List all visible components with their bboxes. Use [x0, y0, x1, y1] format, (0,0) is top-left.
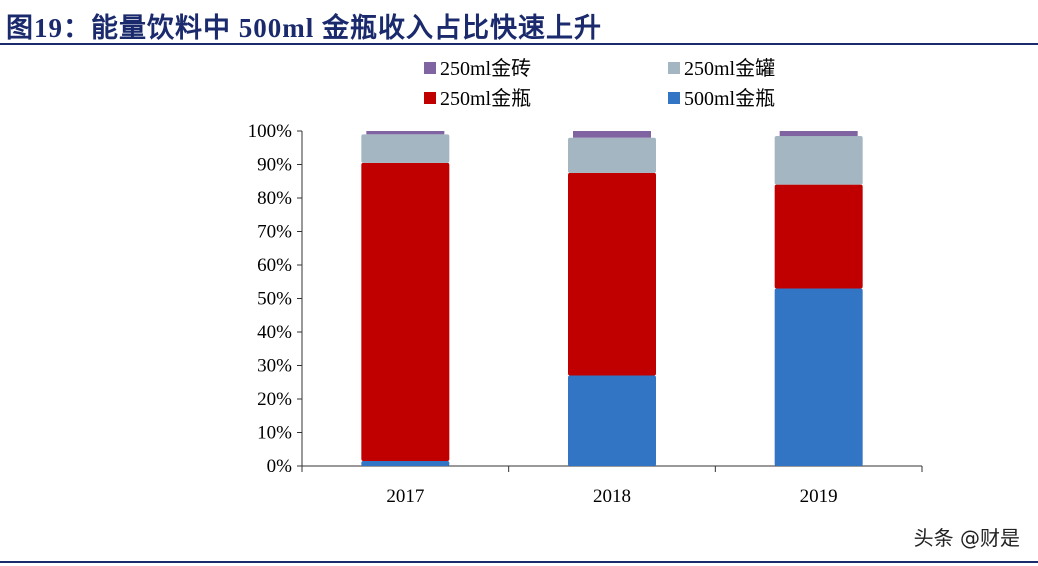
- bar-segment: [361, 162, 450, 461]
- x-tick-label: 2019: [800, 486, 838, 507]
- bar-segment: [774, 288, 863, 466]
- legend-label: 500ml金瓶: [684, 87, 775, 110]
- bar-segment: [779, 131, 858, 137]
- y-tick-label: 60%: [257, 255, 292, 276]
- y-tick-label: 10%: [257, 423, 292, 444]
- y-tick-label: 20%: [257, 389, 292, 410]
- bar-segment: [774, 136, 863, 185]
- y-tick-label: 90%: [257, 155, 292, 176]
- bar-segment: [568, 137, 656, 173]
- y-tick-label: 30%: [257, 356, 292, 377]
- y-tick-label: 40%: [257, 322, 292, 343]
- y-tick-label: 0%: [267, 456, 293, 477]
- y-tick-label: 80%: [257, 188, 292, 209]
- legend-swatch: [424, 92, 436, 104]
- bar-segment: [366, 131, 445, 135]
- watermark: 头条 @财是: [913, 526, 1020, 550]
- x-tick-label: 2017: [386, 486, 424, 507]
- x-tick-label: 2018: [593, 486, 631, 507]
- figure-title: 图19：能量饮料中 500ml 金瓶收入占比快速上升: [6, 13, 602, 43]
- y-tick-label: 70%: [257, 222, 292, 243]
- bar-segment: [774, 184, 863, 289]
- bar-segment: [361, 460, 450, 466]
- legend-swatch: [424, 62, 436, 74]
- y-tick-label: 50%: [257, 289, 292, 310]
- y-tick-label: 100%: [248, 121, 293, 142]
- bar-segment: [573, 131, 651, 138]
- bar-segment: [568, 172, 656, 376]
- title-rule: [0, 43, 1038, 45]
- legend-swatch: [668, 92, 680, 104]
- legend-label: 250ml金砖: [440, 57, 531, 80]
- bar-segment: [361, 134, 450, 163]
- bottom-rule: [0, 561, 1038, 563]
- legend-label: 250ml金罐: [684, 57, 775, 80]
- legend-label: 250ml金瓶: [440, 87, 531, 110]
- bar-segment: [568, 375, 656, 466]
- legend-swatch: [668, 62, 680, 74]
